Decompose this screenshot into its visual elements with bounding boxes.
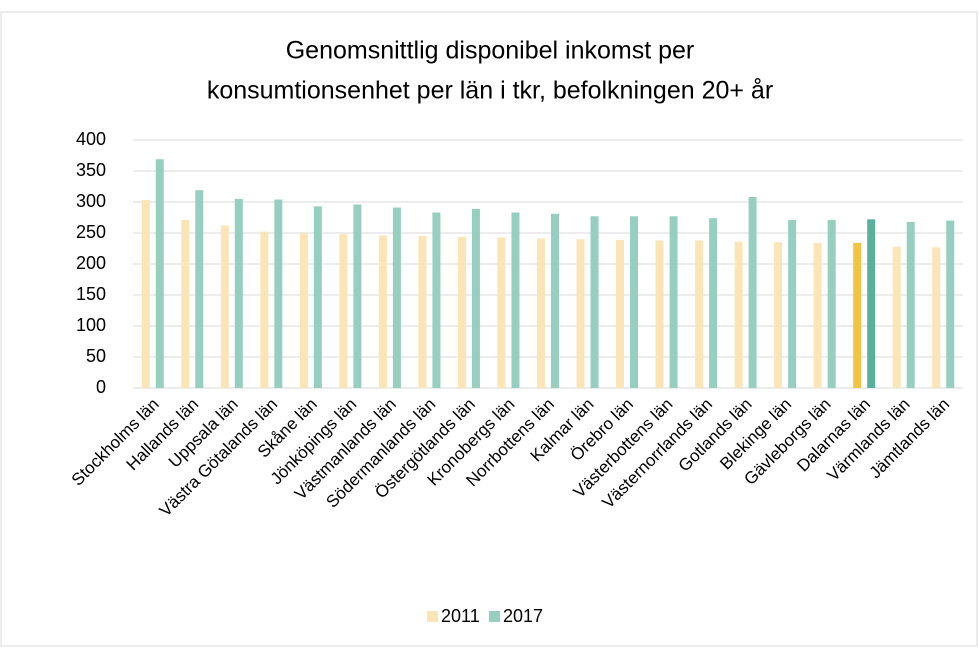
y-tick-label: 100	[76, 315, 106, 335]
bar	[748, 197, 757, 388]
bar	[709, 218, 718, 388]
bar	[511, 212, 520, 388]
legend-label: 2011	[441, 606, 480, 626]
y-tick-label: 50	[86, 346, 106, 366]
bar	[669, 216, 678, 388]
bar	[867, 219, 876, 388]
bar	[220, 225, 229, 388]
bar	[788, 219, 797, 388]
y-tick-label: 200	[76, 253, 106, 273]
bar	[497, 237, 506, 388]
bar	[260, 231, 269, 388]
y-tick-label: 300	[76, 191, 106, 211]
bar	[274, 199, 283, 388]
bar	[537, 238, 545, 388]
legend-label: 2017	[503, 606, 543, 626]
y-tick-label: 400	[76, 129, 106, 149]
bar	[378, 235, 387, 388]
y-tick-label: 150	[76, 284, 106, 304]
bar	[339, 234, 348, 388]
bar	[774, 242, 783, 388]
bar	[946, 220, 955, 388]
bar	[655, 240, 664, 388]
bar	[155, 159, 164, 388]
bar	[813, 242, 822, 388]
bar	[576, 239, 585, 388]
bar	[195, 190, 204, 388]
bar	[432, 212, 441, 388]
bar	[892, 246, 901, 388]
bar	[299, 233, 308, 388]
bar	[906, 221, 915, 388]
bar	[551, 213, 559, 388]
legend-swatch	[489, 611, 500, 622]
bar	[457, 236, 466, 388]
bar	[392, 207, 401, 388]
bar	[932, 247, 941, 388]
bar	[827, 219, 836, 388]
bar	[630, 216, 639, 388]
bar	[695, 240, 704, 388]
bar	[853, 242, 862, 388]
bar	[141, 200, 150, 388]
bar	[734, 241, 743, 388]
bar	[181, 219, 190, 388]
y-tick-label: 250	[76, 222, 106, 242]
chart-title: Genomsnittlig disponibel inkomst per	[286, 37, 695, 65]
bar	[471, 208, 480, 388]
bar	[418, 236, 427, 388]
legend-swatch	[427, 611, 438, 622]
bar	[234, 198, 243, 388]
bar	[590, 216, 599, 388]
y-tick-label: 0	[96, 377, 106, 397]
bar	[313, 206, 322, 388]
chart-title: konsumtionsenhet per län i tkr, befolkni…	[207, 77, 773, 105]
bar	[616, 239, 625, 388]
y-tick-label: 350	[76, 160, 106, 180]
bar	[353, 204, 362, 388]
